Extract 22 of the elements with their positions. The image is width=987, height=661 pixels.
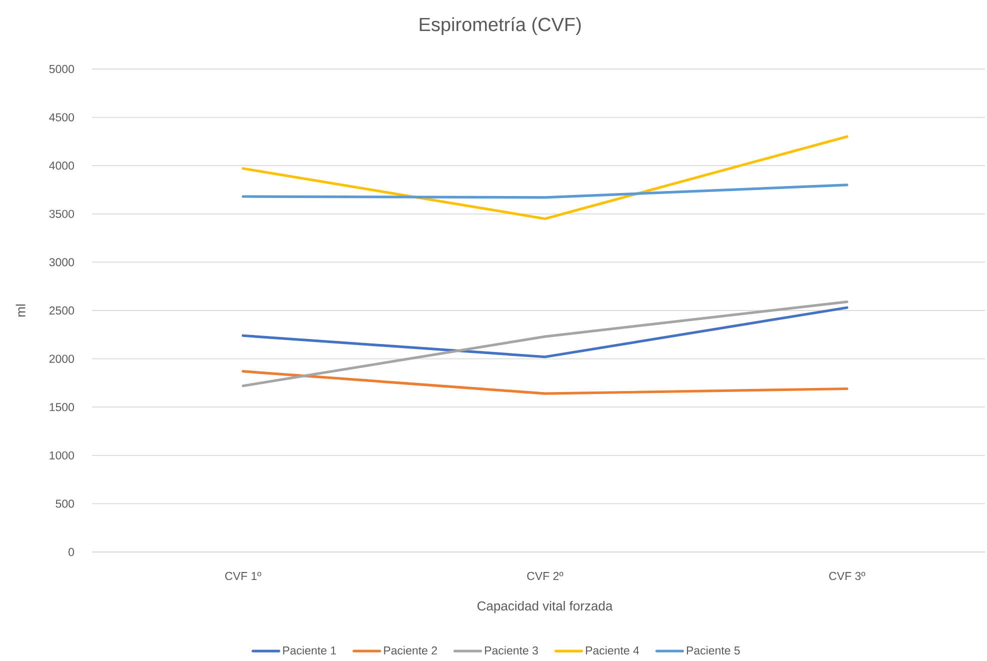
y-tick-label: 3500 [49, 210, 74, 218]
y-tick-label: 1000 [50, 451, 74, 460]
y-tick-label: 1500 [50, 403, 74, 412]
y-tick-label: 4500 [49, 113, 74, 122]
y-tick-label: 500 [56, 500, 74, 508]
x-tick-label: CVF 2º [527, 572, 564, 580]
y-axis-title: ml [16, 304, 26, 316]
chart-title: Espirometría (CVF) [420, 17, 581, 35]
y-tick-label: 2500 [49, 306, 74, 315]
legend-label: Paciente 3 [485, 646, 538, 655]
x-tick-label: CVF 3º [829, 572, 866, 580]
legend-label: Paciente 5 [686, 646, 740, 655]
y-tick-label: 2000 [49, 354, 74, 363]
legend-label: Paciente 2 [384, 646, 437, 655]
y-tick-label: 0 [68, 548, 74, 556]
legend-label: Paciente 4 [586, 646, 640, 655]
x-axis-title: Capacidad vital forzada [477, 600, 613, 614]
x-tick-label: CVF 1º [225, 572, 262, 580]
y-tick-label: 4000 [49, 162, 74, 170]
y-tick-label: 3000 [49, 258, 74, 266]
y-tick-label: 5000 [49, 64, 74, 74]
legend-label: Paciente 1 [283, 646, 336, 655]
